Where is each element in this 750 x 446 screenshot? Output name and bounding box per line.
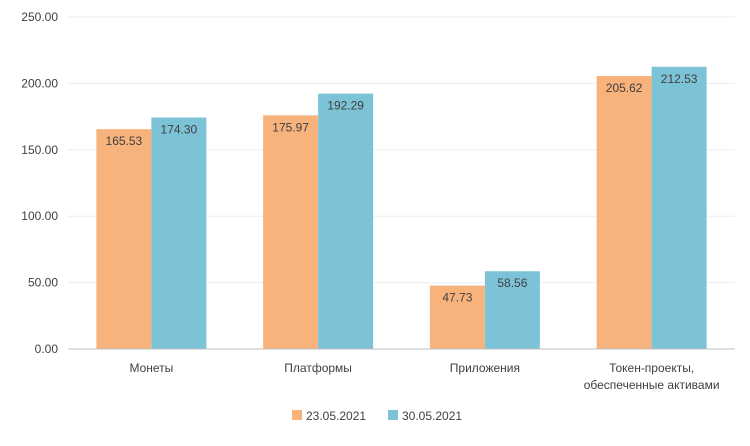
y-tick-label-1: 50.00 (28, 276, 58, 290)
y-axis-tick-labels: 0.00 50.00 100.00 150.00 200.00 250.00 (21, 10, 58, 356)
data-label-1-0: 175.97 (272, 120, 309, 134)
category-label-1-0: Платформы (284, 361, 352, 375)
category-label-3-1: обеспеченные активами (584, 378, 720, 392)
bar-3-0 (596, 75, 652, 349)
bar-0-1 (151, 117, 207, 349)
legend-label-0: 23.05.2021 (306, 409, 366, 423)
data-label-1-1: 192.29 (327, 99, 364, 113)
data-label-2-0: 47.73 (442, 291, 472, 305)
y-tick-label-0: 0.00 (35, 342, 59, 356)
bar-3-1 (651, 66, 707, 349)
legend-swatch-1 (388, 410, 398, 420)
y-tick-label-5: 250.00 (21, 10, 58, 24)
data-labels: 165.53 174.30 175.97 192.29 47.73 58.56 205.62… (106, 72, 698, 305)
category-label-2-0: Приложения (450, 361, 520, 375)
bar-1-1 (318, 93, 374, 349)
y-tick-label-3: 150.00 (21, 143, 58, 157)
data-label-0-1: 174.30 (161, 123, 198, 137)
legend-label-1: 30.05.2021 (402, 409, 462, 423)
category-labels: Монеты Платформы Приложения Токен-проекты, о… (129, 361, 719, 392)
data-label-2-1: 58.56 (497, 276, 527, 290)
category-label-3-0: Токен-проекты, (609, 361, 694, 375)
bar-2-1 (484, 271, 540, 349)
bar-1-0 (263, 115, 319, 350)
y-tick-label-4: 200.00 (21, 76, 58, 90)
bar-2-0 (429, 285, 485, 349)
legend: 23.05.2021 30.05.2021 (292, 409, 462, 423)
data-label-0-0: 165.53 (106, 134, 143, 148)
data-label-3-1: 212.53 (661, 72, 698, 86)
data-label-3-0: 205.62 (606, 81, 643, 95)
bar-0-0 (96, 129, 152, 349)
legend-swatch-0 (292, 410, 302, 420)
y-tick-label-2: 100.00 (21, 209, 58, 223)
bars (96, 66, 707, 350)
category-label-0-0: Монеты (129, 361, 173, 375)
